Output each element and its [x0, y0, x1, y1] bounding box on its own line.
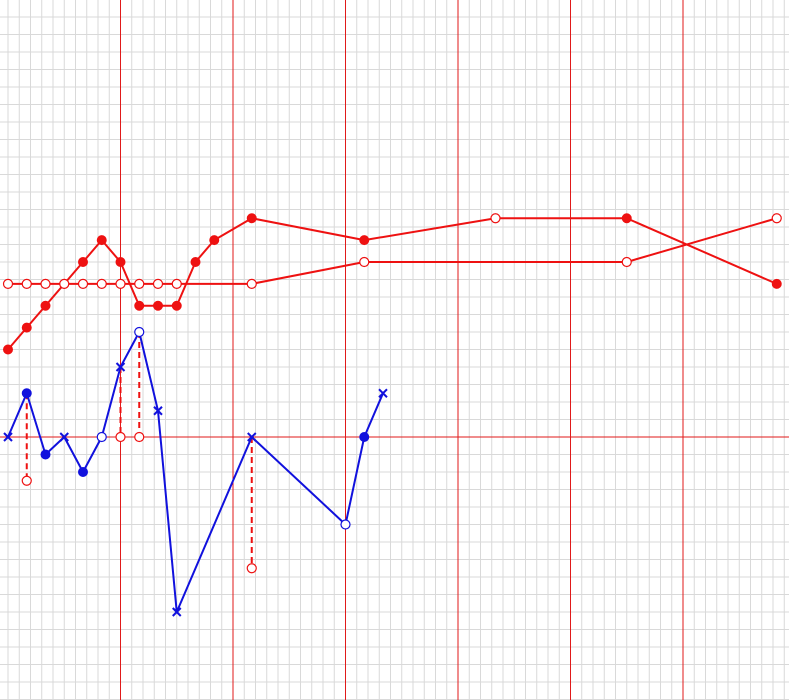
data-point-filled: [78, 467, 88, 477]
data-point-filled: [40, 300, 51, 311]
data-point-cross: [59, 432, 69, 442]
data-point-filled: [115, 257, 126, 267]
data-point-open: [134, 326, 145, 338]
data-point-open: [490, 213, 501, 224]
data-point-cross: [153, 406, 163, 416]
data-point-open: [359, 256, 370, 268]
data-point-open: [96, 431, 107, 443]
data-point-filled: [21, 322, 32, 333]
data-point-cross: [115, 362, 126, 372]
data-point-cross: [247, 432, 257, 442]
data-point-filled: [771, 278, 782, 289]
data-point-filled: [21, 388, 32, 399]
data-point-open: [115, 278, 126, 289]
cross-stroke: [115, 362, 126, 372]
data-point-filled: [359, 235, 370, 246]
cross-stroke: [3, 432, 13, 442]
cross-stroke: [378, 388, 388, 398]
data-point-open: [40, 278, 51, 289]
drop-line-end-point: [115, 431, 126, 443]
cross-stroke: [153, 406, 163, 416]
data-point-open: [2, 278, 14, 289]
data-point-filled: [153, 300, 163, 311]
data-point-cross: [172, 607, 182, 617]
data-point-cross: [3, 432, 13, 442]
data-point-open: [771, 213, 782, 224]
data-point-filled: [190, 257, 201, 267]
data-point-filled: [246, 213, 257, 224]
drop-line-end-point: [134, 431, 145, 443]
data-point-open: [77, 278, 89, 289]
data-point-filled: [209, 235, 220, 246]
data-point-open: [340, 519, 351, 530]
data-point-filled: [78, 257, 88, 267]
data-point-open: [246, 278, 257, 289]
data-point-filled: [621, 213, 632, 224]
cross-stroke: [172, 607, 182, 617]
data-point-open: [96, 278, 107, 289]
data-point-open: [134, 278, 145, 289]
data-point-open: [59, 278, 70, 289]
drop-line-end-point: [21, 475, 32, 486]
data-point-filled: [134, 300, 145, 311]
drop-lines: [21, 332, 257, 574]
data-point-filled: [359, 432, 370, 442]
data-point-open: [152, 278, 164, 289]
cross-stroke: [59, 432, 69, 442]
data-point-cross: [378, 388, 388, 398]
drop-line-end-point: [246, 563, 257, 574]
data-point-filled: [96, 235, 107, 246]
cross-stroke: [247, 432, 257, 442]
data-point-filled: [40, 449, 51, 460]
data-point-filled: [3, 344, 13, 355]
data-point-filled: [171, 300, 182, 311]
series-markers: [2, 213, 782, 617]
data-point-open: [171, 278, 182, 289]
data-point-open: [21, 278, 32, 289]
data-point-open: [621, 256, 632, 268]
